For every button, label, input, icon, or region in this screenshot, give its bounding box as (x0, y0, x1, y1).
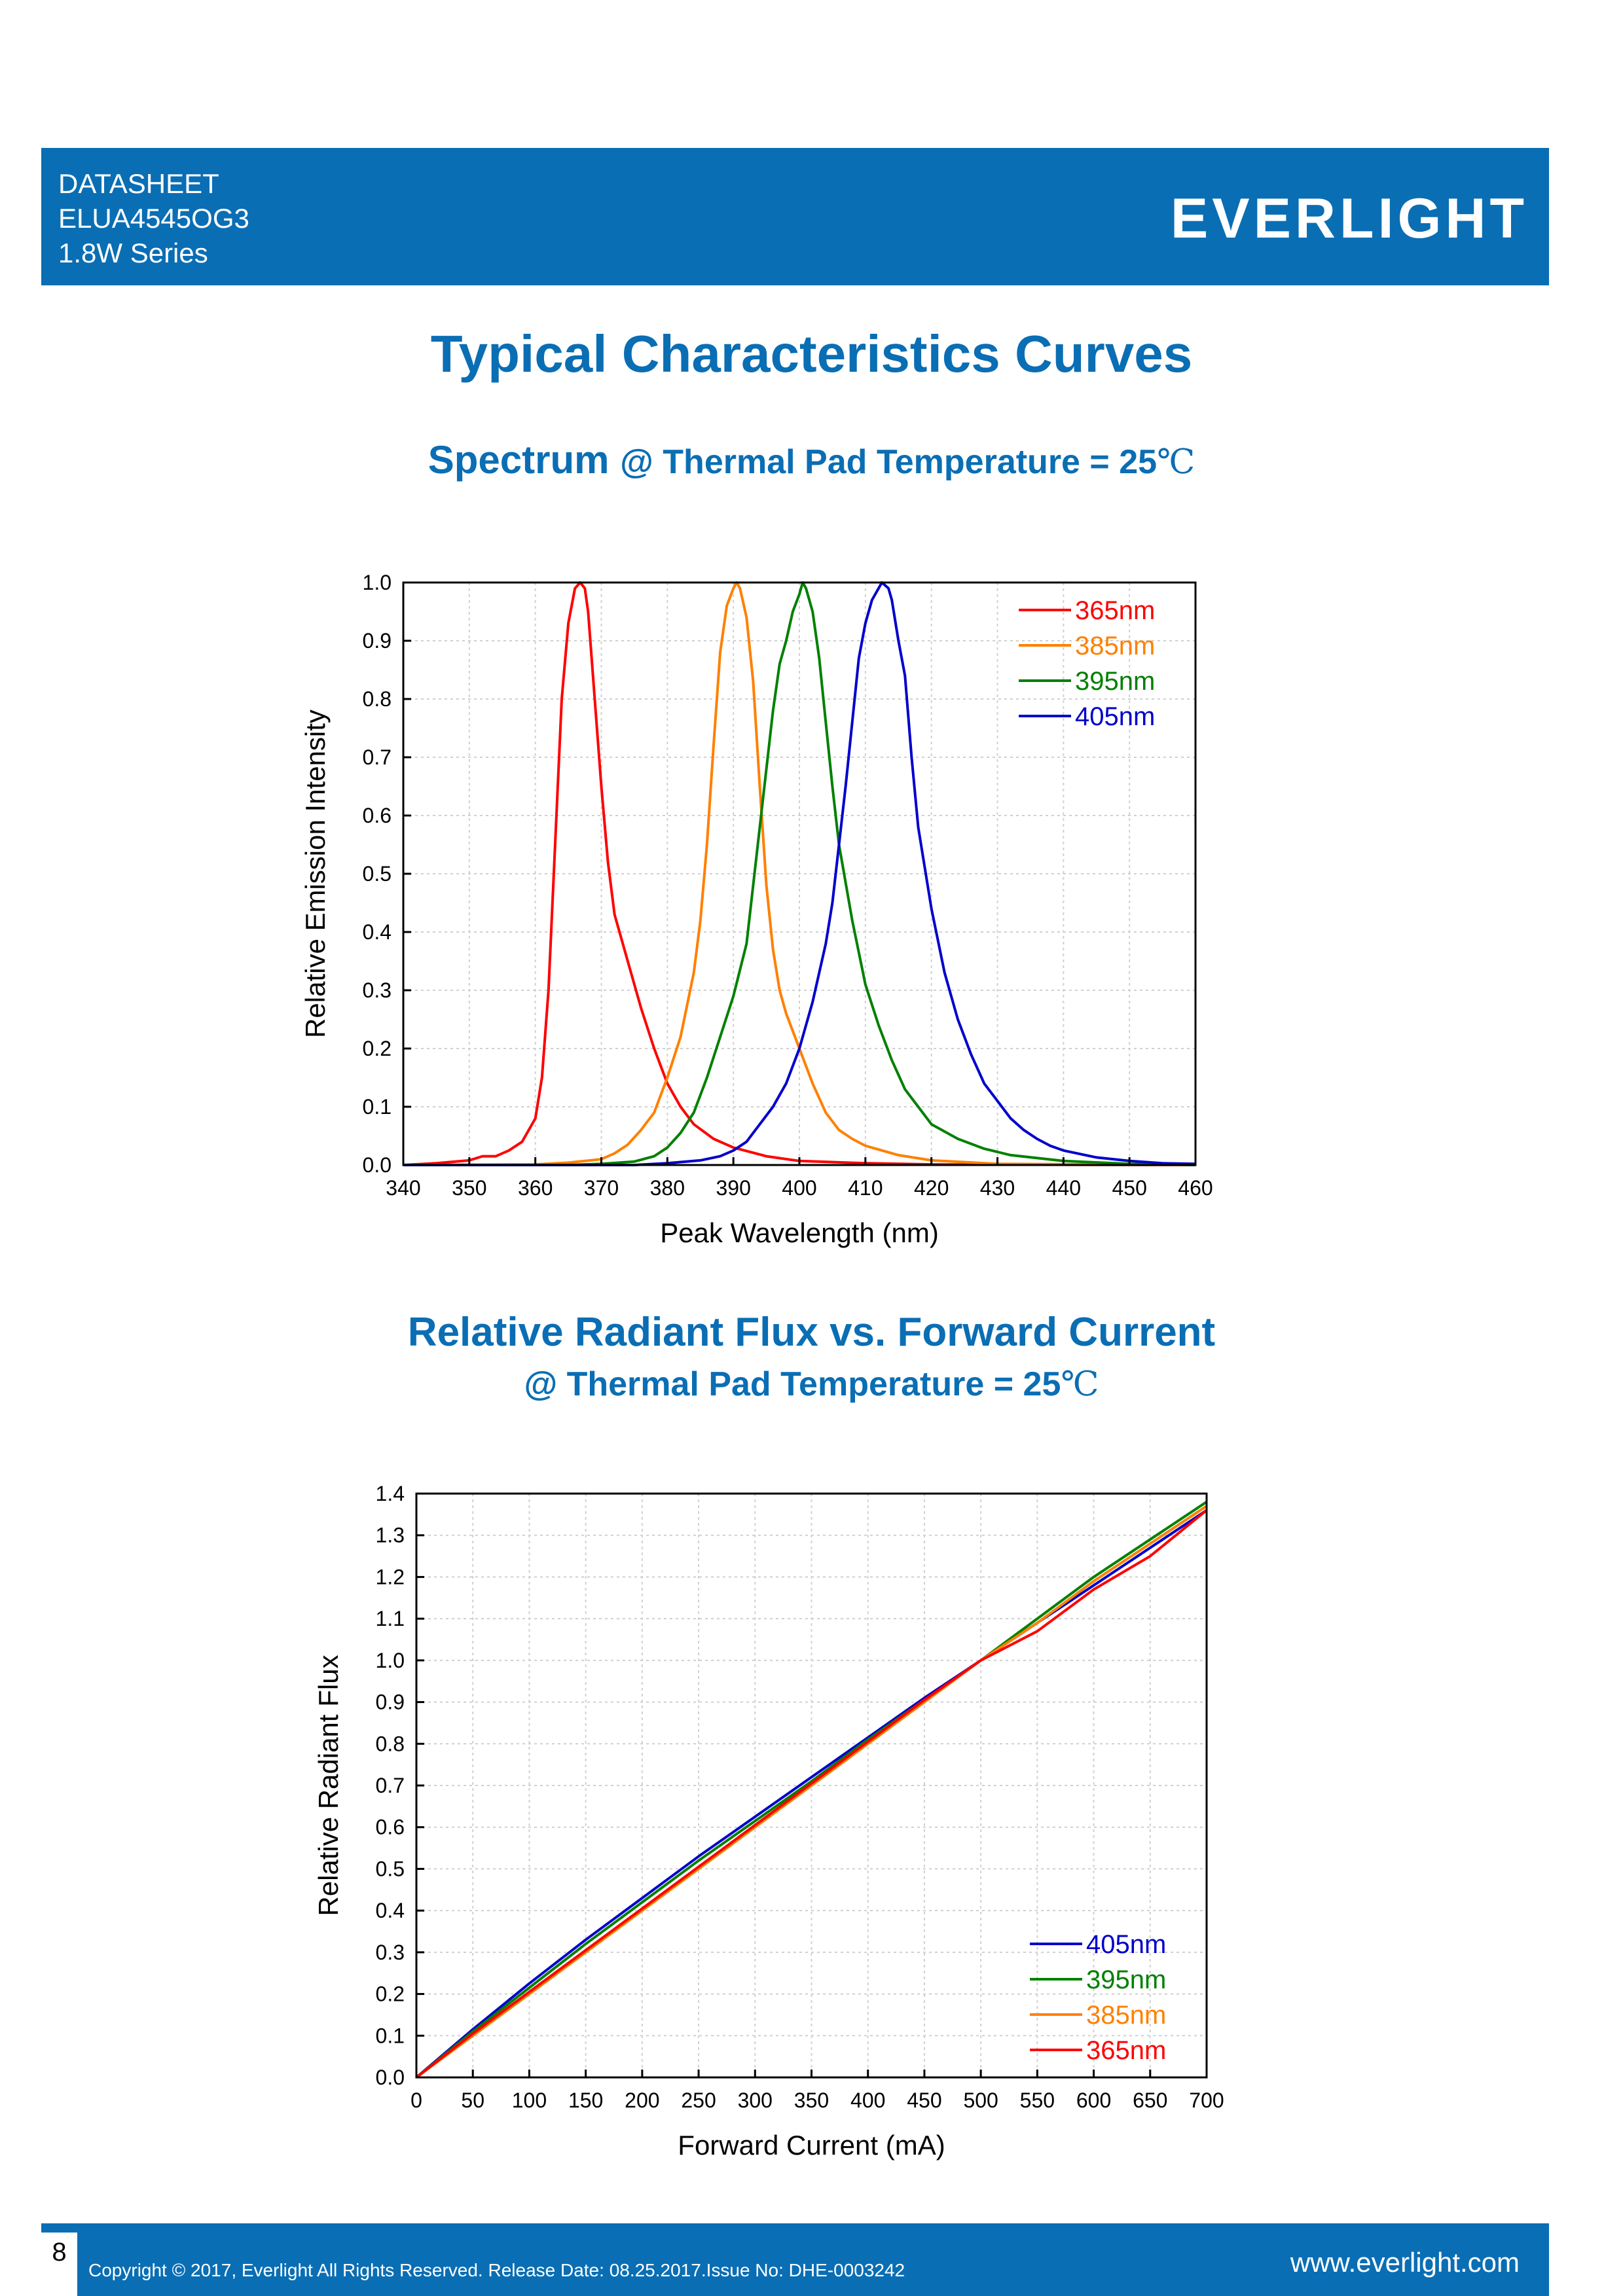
x-tick-label: 460 (1178, 1176, 1213, 1200)
x-tick-label: 250 (681, 2089, 716, 2112)
doc-type: DATASHEET (58, 168, 219, 199)
y-tick-label: 0.5 (376, 1857, 405, 1880)
x-tick-label: 370 (584, 1176, 619, 1200)
x-tick-label: 350 (452, 1176, 486, 1200)
x-tick-label: 700 (1189, 2089, 1224, 2112)
y-tick-label: 0.0 (376, 2066, 405, 2089)
x-tick-label: 200 (625, 2089, 659, 2112)
y-tick-label: 0.6 (363, 804, 392, 827)
website-link[interactable]: www.everlight.com (1290, 2247, 1520, 2278)
y-tick-label: 0.0 (363, 1153, 392, 1177)
series-line-385nm (415, 1505, 1208, 2079)
x-tick-label: 390 (716, 1176, 750, 1200)
y-tick-label: 1.2 (376, 1565, 405, 1588)
celsius-symbol: ℃ (1061, 1365, 1099, 1404)
legend-label-365nm: 365nm (1086, 2036, 1166, 2065)
flux-subtitle-text: @ Thermal Pad Temperature = 25 (524, 1365, 1061, 1403)
spectrum-title: Spectrum @ Thermal Pad Temperature = 25℃ (0, 437, 1623, 482)
series-line-395nm (403, 581, 1196, 1166)
x-tick-label: 50 (461, 2089, 484, 2112)
x-tick-label: 380 (650, 1176, 685, 1200)
x-tick-label: 340 (386, 1176, 420, 1200)
y-tick-label: 0.4 (363, 920, 392, 944)
y-axis-label: Relative Emission Intensity (300, 709, 331, 1038)
x-tick-label: 360 (518, 1176, 553, 1200)
x-tick-label: 300 (738, 2089, 773, 2112)
flux-title: Relative Radiant Flux vs. Forward Curren… (407, 1310, 1216, 1355)
y-tick-label: 1.1 (376, 1607, 405, 1630)
part-number: ELUA4545OG3 (58, 203, 249, 234)
everlight-logo: EVERLIGHT (1170, 187, 1528, 250)
y-tick-label: 0.8 (376, 1732, 405, 1755)
series-name: 1.8W Series (58, 238, 208, 268)
x-tick-label: 500 (963, 2089, 998, 2112)
y-tick-label: 0.7 (363, 745, 392, 769)
x-tick-label: 420 (914, 1176, 949, 1200)
legend-label-395nm: 395nm (1075, 667, 1155, 696)
x-tick-label: 440 (1046, 1176, 1081, 1200)
x-axis-label: Peak Wavelength (nm) (660, 1217, 939, 1248)
flux-subtitle: @ Thermal Pad Temperature = 25℃ (0, 1365, 1623, 1404)
x-tick-label: 100 (512, 2089, 547, 2112)
y-tick-label: 1.3 (376, 1524, 405, 1547)
x-tick-label: 400 (850, 2089, 885, 2112)
series-line-405nm (415, 1509, 1208, 2079)
series-line-365nm (415, 1509, 1208, 2079)
legend-label-385nm: 385nm (1075, 632, 1155, 660)
x-tick-label: 410 (848, 1176, 883, 1200)
y-tick-label: 0.2 (376, 1982, 405, 2006)
y-tick-label: 0.3 (376, 1941, 405, 1964)
datasheet-info: DATASHEET ELUA4545OG3 1.8W Series (58, 166, 249, 270)
legend-label-385nm: 385nm (1086, 2001, 1166, 2030)
y-axis-label: Relative Radiant Flux (313, 1655, 344, 1916)
legend-label-405nm: 405nm (1075, 702, 1155, 731)
series-line-385nm (403, 581, 1196, 1166)
y-tick-label: 1.0 (376, 1649, 405, 1672)
legend-label-405nm: 405nm (1086, 1930, 1166, 1959)
x-tick-label: 650 (1133, 2089, 1167, 2112)
series-line-395nm (415, 1501, 1208, 2079)
x-tick-label: 450 (907, 2089, 941, 2112)
spectrum-title-sub: @ Thermal Pad Temperature = 25 (620, 443, 1158, 481)
y-tick-label: 0.1 (363, 1095, 392, 1119)
y-tick-label: 0.7 (376, 1774, 405, 1797)
y-tick-label: 1.4 (376, 1482, 405, 1505)
y-tick-label: 0.8 (363, 687, 392, 711)
y-tick-label: 0.9 (363, 629, 392, 653)
x-tick-label: 450 (1112, 1176, 1146, 1200)
x-tick-label: 550 (1020, 2089, 1055, 2112)
legend-label-395nm: 395nm (1086, 1965, 1166, 1994)
x-tick-label: 150 (568, 2089, 603, 2112)
y-tick-label: 0.4 (376, 1899, 405, 1922)
celsius-symbol: ℃ (1157, 442, 1195, 482)
page-number: 8 (41, 2233, 77, 2296)
x-tick-label: 350 (794, 2089, 829, 2112)
y-tick-label: 0.6 (376, 1816, 405, 1839)
x-tick-label: 600 (1076, 2089, 1111, 2112)
y-tick-label: 0.5 (363, 862, 392, 886)
spectrum-title-main: Spectrum (428, 438, 610, 482)
series-line-365nm (403, 581, 1196, 1166)
y-tick-label: 0.1 (376, 2024, 405, 2047)
x-axis-label: Forward Current (mA) (678, 2130, 945, 2161)
copyright-text: Copyright © 2017, Everlight All Rights R… (88, 2260, 905, 2280)
spectrum-chart: 340 350 360 370 380 390 400 410 420 430 440 450 460 0… (300, 571, 1213, 1248)
y-tick-label: 1.0 (363, 571, 392, 594)
page-title: Typical Characteristics Curves (430, 325, 1193, 383)
x-tick-label: 430 (980, 1176, 1015, 1200)
header-bar: DATASHEET ELUA4545OG3 1.8W Series EVERLI… (41, 148, 1549, 285)
y-tick-label: 0.2 (363, 1037, 392, 1060)
flux-chart: 0 50 100 150 200 250 300 350 400 450 500 550 600 650 7… (313, 1482, 1224, 2161)
footer-bar: 8 Copyright © 2017, Everlight All Rights… (41, 2223, 1549, 2296)
x-tick-label: 0 (410, 2089, 422, 2112)
y-tick-label: 0.9 (376, 1691, 405, 1714)
y-tick-label: 0.3 (363, 978, 392, 1002)
legend-label-365nm: 365nm (1075, 596, 1155, 625)
x-tick-label: 400 (782, 1176, 816, 1200)
